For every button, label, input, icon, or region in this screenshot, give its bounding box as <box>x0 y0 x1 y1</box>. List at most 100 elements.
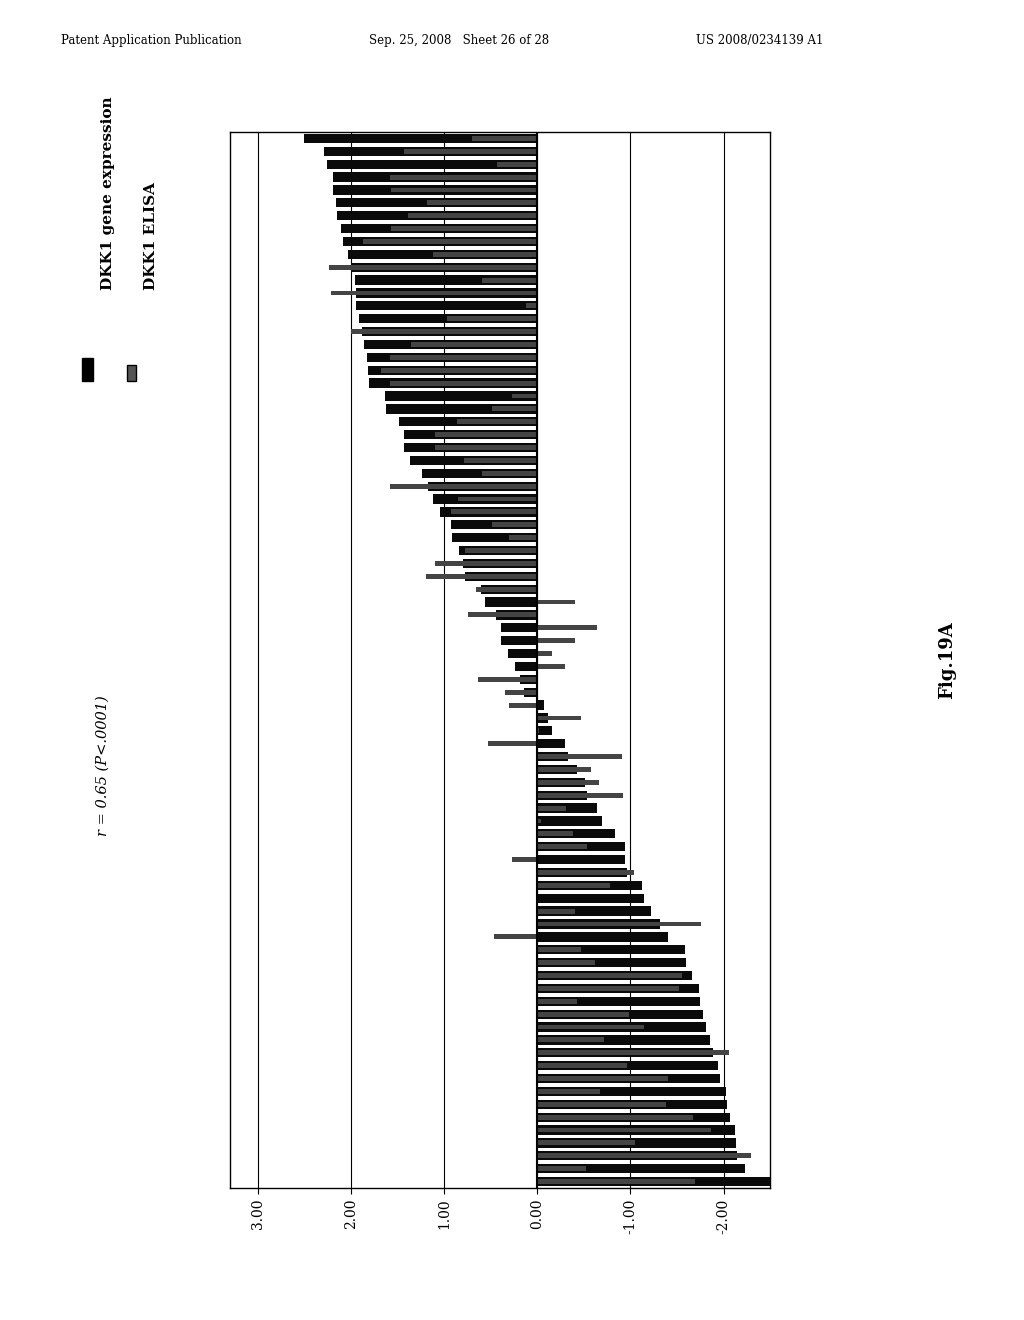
Bar <box>351 329 538 334</box>
Bar <box>404 149 538 153</box>
Bar <box>538 948 581 952</box>
Bar <box>482 277 538 282</box>
Bar <box>538 713 548 722</box>
Bar <box>538 1035 710 1044</box>
Bar <box>538 829 615 838</box>
Bar <box>538 777 586 787</box>
Bar <box>538 907 651 916</box>
Bar <box>538 983 699 993</box>
Bar <box>408 214 538 218</box>
Bar <box>369 366 538 375</box>
Bar <box>538 715 581 721</box>
Bar <box>538 1127 711 1133</box>
Bar <box>338 211 538 220</box>
Bar <box>538 754 622 759</box>
Bar <box>538 639 575 643</box>
Bar <box>391 187 538 193</box>
Bar <box>520 675 538 684</box>
Bar <box>453 533 538 543</box>
Bar <box>428 482 538 491</box>
Bar <box>538 739 564 748</box>
Bar <box>494 935 538 940</box>
Bar <box>501 623 538 632</box>
Bar <box>369 379 538 388</box>
Bar <box>538 832 573 837</box>
Bar <box>538 1114 693 1119</box>
Bar <box>368 352 538 362</box>
Bar <box>389 355 538 360</box>
Bar <box>538 1167 586 1171</box>
Bar <box>538 958 686 968</box>
Bar <box>508 649 538 659</box>
Bar <box>538 867 628 876</box>
Bar <box>427 201 538 206</box>
Bar <box>538 767 591 772</box>
Bar <box>538 818 541 824</box>
Bar <box>538 1076 668 1081</box>
Bar <box>497 162 538 166</box>
Bar <box>464 458 538 463</box>
Bar <box>524 688 538 697</box>
Bar <box>538 932 668 941</box>
Bar <box>478 677 538 681</box>
Bar <box>381 368 538 372</box>
Text: DKK1 ELISA: DKK1 ELISA <box>144 182 158 290</box>
Bar <box>422 469 538 478</box>
Bar <box>538 921 700 927</box>
Bar <box>356 288 538 297</box>
Bar <box>538 752 568 762</box>
Bar <box>526 304 538 309</box>
Bar <box>446 317 538 321</box>
Bar <box>538 1010 703 1019</box>
Bar <box>538 599 575 605</box>
Bar <box>389 483 538 488</box>
Text: Sep. 25, 2008   Sheet 26 of 28: Sep. 25, 2008 Sheet 26 of 28 <box>369 34 549 48</box>
Bar <box>538 1023 706 1032</box>
Bar <box>538 1154 752 1158</box>
Bar <box>451 520 538 529</box>
Bar <box>538 1038 603 1043</box>
Bar <box>538 816 601 825</box>
Bar <box>538 1164 745 1173</box>
Bar <box>538 1089 600 1094</box>
Bar <box>538 842 625 851</box>
Bar <box>351 263 538 272</box>
Bar <box>538 791 587 800</box>
Bar <box>512 393 538 399</box>
Bar <box>341 224 538 234</box>
Bar <box>327 160 538 169</box>
Bar <box>501 636 538 645</box>
Bar <box>538 1177 775 1187</box>
Bar <box>356 301 538 310</box>
Bar <box>538 845 587 849</box>
Bar <box>496 610 538 619</box>
Bar <box>435 432 538 437</box>
Bar <box>480 585 538 594</box>
Bar <box>358 314 538 323</box>
Bar <box>488 742 538 746</box>
Bar <box>538 1151 737 1160</box>
Bar <box>538 1140 636 1146</box>
Bar <box>399 417 538 426</box>
Bar <box>538 1074 720 1084</box>
Bar <box>538 880 642 890</box>
Bar <box>492 407 538 412</box>
Bar <box>391 226 538 231</box>
Bar <box>505 690 538 694</box>
Bar <box>361 327 538 337</box>
Bar <box>476 586 538 591</box>
Bar <box>538 701 545 710</box>
Bar <box>538 986 679 991</box>
Text: US 2008/0234139 A1: US 2008/0234139 A1 <box>696 34 823 48</box>
Bar <box>538 764 577 774</box>
Text: r = 0.65 (P<.0001): r = 0.65 (P<.0001) <box>95 696 110 836</box>
Bar <box>411 342 538 347</box>
Bar <box>538 1063 627 1068</box>
Bar <box>465 572 538 581</box>
Bar <box>481 471 538 475</box>
Bar <box>538 1086 726 1096</box>
Bar <box>433 495 538 504</box>
Bar <box>466 548 538 553</box>
Bar <box>355 276 538 285</box>
Bar <box>538 805 565 810</box>
